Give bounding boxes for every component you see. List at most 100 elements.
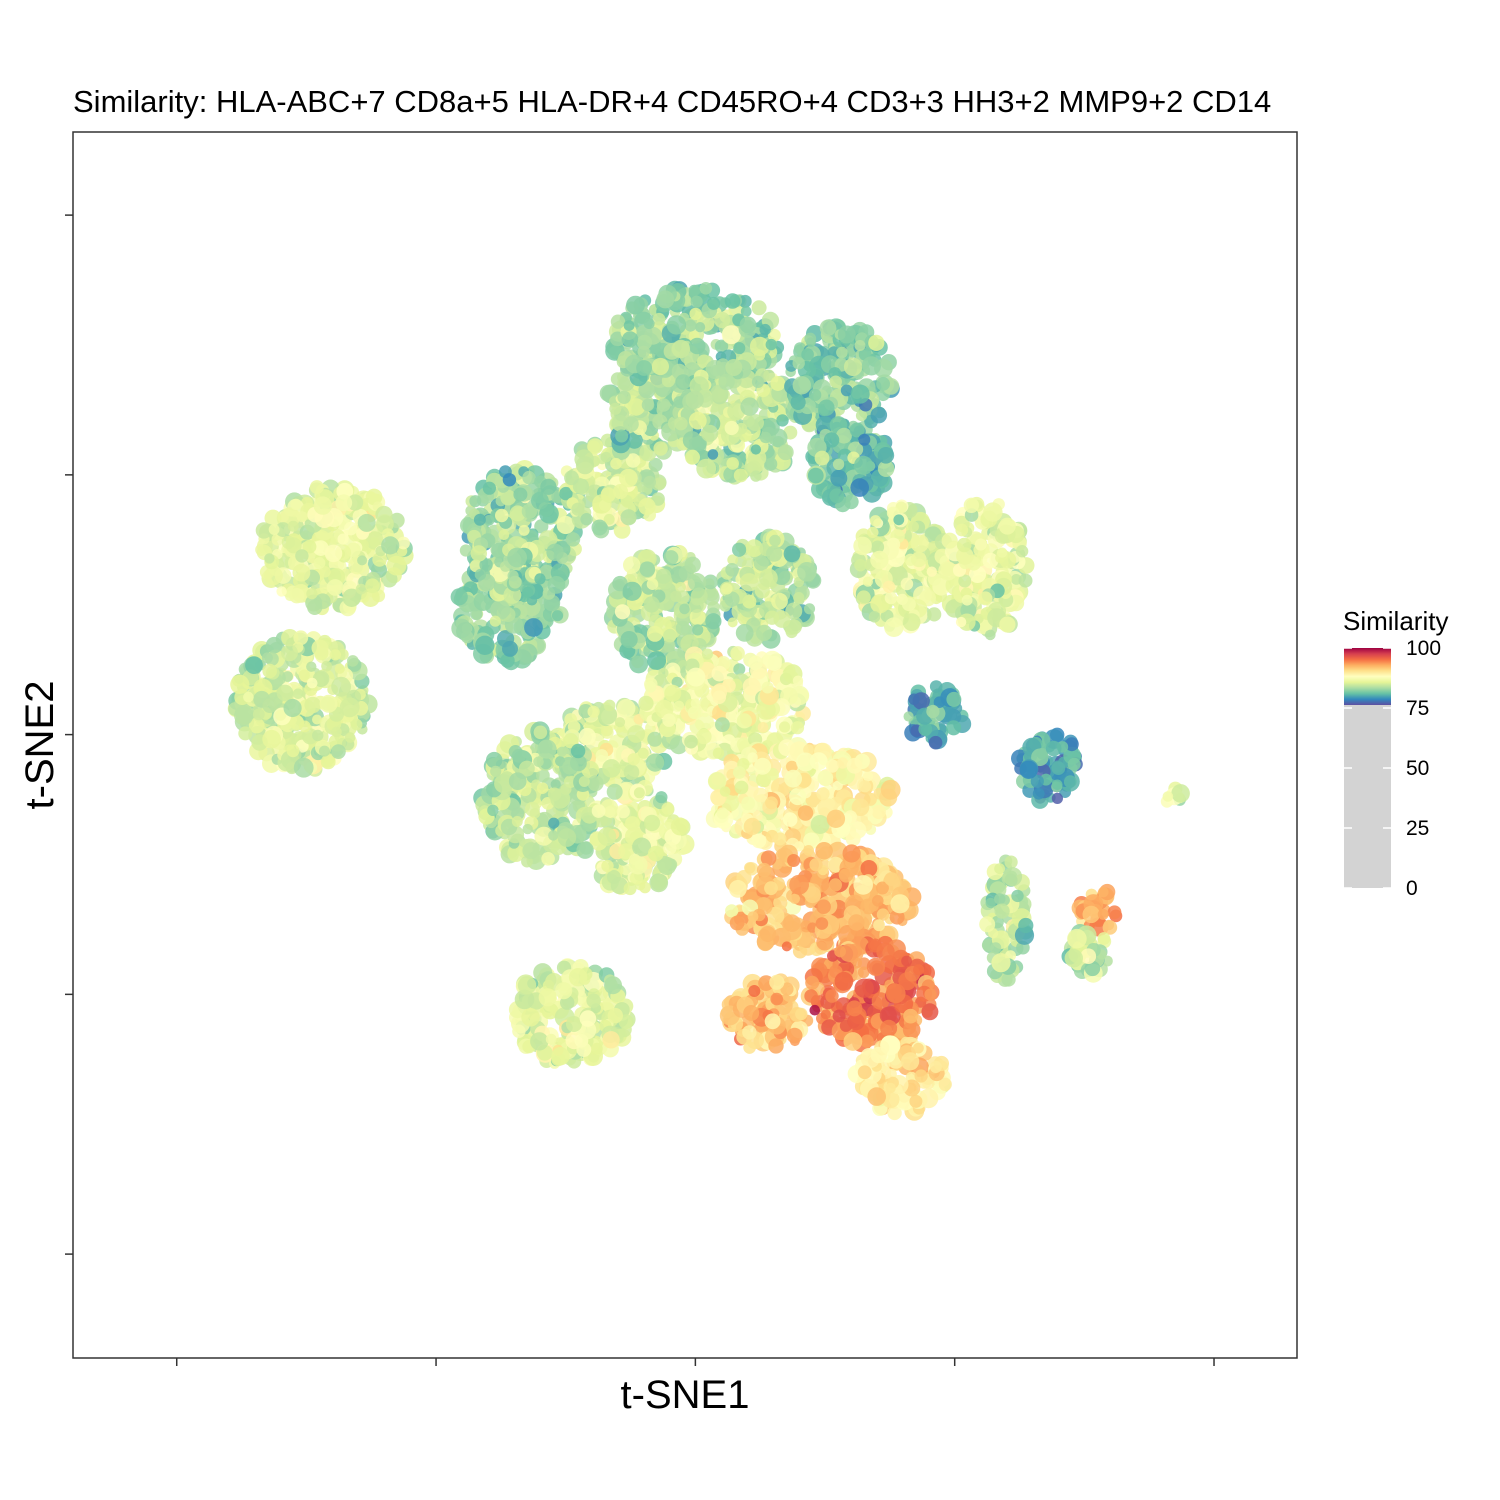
scatter-point xyxy=(714,339,729,353)
scatter-point xyxy=(719,786,731,797)
scatter-point xyxy=(978,591,993,606)
scatter-point xyxy=(610,331,625,347)
scatter-point xyxy=(721,583,733,595)
scatter-point xyxy=(587,438,604,455)
scatter-point xyxy=(281,535,296,549)
scatter-point xyxy=(283,698,302,718)
scatter-point xyxy=(302,539,317,554)
scatter-point xyxy=(761,417,780,436)
scatter-point xyxy=(815,917,829,930)
scatter-point xyxy=(673,700,685,711)
scatter-point xyxy=(998,517,1016,535)
scatter-point xyxy=(357,555,368,566)
scatter-point xyxy=(858,780,872,793)
scatter-point xyxy=(655,791,668,804)
scatter-point xyxy=(539,503,559,524)
scatter-point xyxy=(500,489,517,506)
scatter-point xyxy=(836,757,849,769)
scatter-point xyxy=(580,513,593,526)
scatter-point xyxy=(508,772,527,790)
scatter-point xyxy=(901,597,916,612)
scatter-point xyxy=(773,832,787,846)
scatter-point xyxy=(716,807,729,820)
scatter-point xyxy=(792,376,811,395)
scatter-point xyxy=(469,495,482,508)
scatter-point xyxy=(517,643,538,664)
scatter-point xyxy=(502,640,518,657)
scatter-point xyxy=(600,451,612,463)
scatter-point xyxy=(743,1041,756,1054)
scatter-point xyxy=(287,520,299,532)
scatter-point xyxy=(606,783,623,800)
scatter-point xyxy=(816,787,830,801)
scatter-point xyxy=(734,780,749,795)
scatter-point xyxy=(759,431,772,444)
scatter-point xyxy=(882,580,896,593)
scatter-point xyxy=(326,579,344,596)
scatter-point xyxy=(850,478,869,497)
scatter-point xyxy=(724,420,739,436)
scatter-point xyxy=(482,481,496,495)
scatter-point xyxy=(689,307,702,321)
scatter-point xyxy=(238,726,253,741)
scatter-point xyxy=(375,505,393,524)
scatter-point xyxy=(768,1038,784,1054)
scatter-point xyxy=(854,559,867,572)
scatter-point xyxy=(733,342,746,355)
scatter-point xyxy=(743,817,761,836)
scatter-point xyxy=(996,547,1008,558)
scatter-point xyxy=(509,505,526,522)
scatter-point xyxy=(880,779,901,800)
scatter-point xyxy=(522,470,536,485)
scatter-point xyxy=(705,613,722,630)
scatter-point xyxy=(550,788,571,809)
scatter-point xyxy=(313,496,332,515)
scatter-point xyxy=(319,745,330,757)
scatter-point xyxy=(556,746,568,757)
scatter-point xyxy=(747,911,759,922)
scatter-point xyxy=(264,566,283,586)
scatter-point xyxy=(1018,573,1033,588)
scatter-point xyxy=(365,488,383,506)
scatter-point xyxy=(784,769,802,788)
scatter-point xyxy=(647,731,663,747)
scatter-point xyxy=(548,830,559,841)
scatter-point xyxy=(819,319,837,337)
scatter-point xyxy=(740,397,759,416)
scatter-point xyxy=(941,532,958,549)
scatter-point xyxy=(559,757,579,777)
scatter-point xyxy=(748,985,761,997)
scatter-point xyxy=(295,549,309,563)
scatter-point xyxy=(473,513,486,526)
scatter-point xyxy=(474,568,487,581)
scatter-point xyxy=(671,339,691,359)
scatter-point xyxy=(312,540,329,556)
scatter-point xyxy=(507,547,527,568)
scatter-point xyxy=(880,1019,898,1037)
scatter-point xyxy=(759,926,776,942)
scatter-point xyxy=(648,457,663,472)
scatter-point xyxy=(304,696,322,714)
scatter-point xyxy=(764,881,778,896)
scatter-point xyxy=(321,660,332,672)
scatter-point xyxy=(334,663,345,674)
scatter-point xyxy=(782,812,798,827)
scatter-point xyxy=(759,568,778,588)
scatter-point xyxy=(764,1013,781,1030)
scatter-point xyxy=(623,320,635,331)
scatter-point xyxy=(876,908,890,921)
scatter-point xyxy=(651,492,665,506)
scatter-point xyxy=(616,805,630,819)
scatter-point xyxy=(686,667,706,687)
scatter-point xyxy=(567,720,581,734)
scatter-point xyxy=(765,338,777,351)
scatter-point xyxy=(623,882,637,896)
scatter-point xyxy=(500,653,515,668)
scatter-point xyxy=(884,591,898,605)
scatter-point xyxy=(829,375,842,389)
scatter-point xyxy=(913,964,925,976)
scatter-point xyxy=(801,348,814,361)
scatter-point xyxy=(742,1025,757,1040)
scatter-point xyxy=(675,620,691,636)
scatter-point xyxy=(473,592,493,611)
